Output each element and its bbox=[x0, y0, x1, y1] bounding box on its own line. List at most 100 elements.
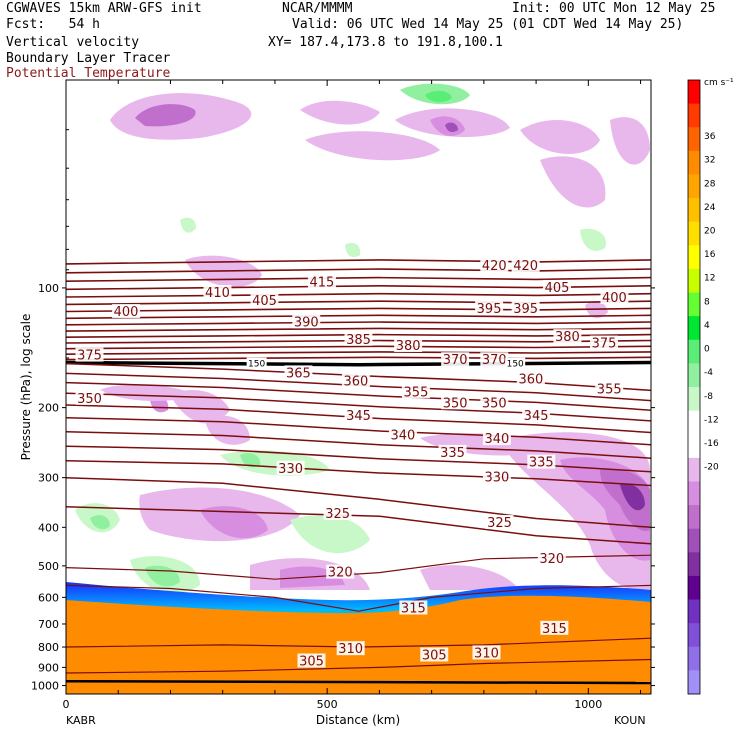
label-background bbox=[595, 381, 624, 396]
label-background bbox=[505, 357, 526, 369]
label-background bbox=[482, 431, 511, 446]
theta-contour bbox=[66, 276, 651, 282]
colorbar-swatch bbox=[688, 552, 700, 577]
colorbar-label: -12 bbox=[704, 415, 719, 425]
theta-contour bbox=[66, 300, 651, 306]
label-background bbox=[344, 408, 373, 423]
label-background bbox=[399, 600, 428, 615]
label-background bbox=[522, 408, 551, 423]
theta-contour bbox=[66, 392, 651, 422]
theta-label: 385 bbox=[346, 333, 371, 348]
label-background bbox=[511, 301, 540, 316]
field-name-1: Vertical velocity bbox=[6, 35, 140, 50]
y-tick-label: 600 bbox=[38, 591, 59, 604]
colorbar-swatch bbox=[688, 268, 700, 294]
theta-contour bbox=[66, 445, 651, 473]
label-background bbox=[401, 384, 430, 399]
potential-temperature-labels: 420 420 415 410 405 405 400 400 395 395 390 385 380 3… bbox=[75, 257, 629, 670]
colorbar-swatch bbox=[688, 434, 700, 459]
endpoint-right-label: KOUN bbox=[614, 714, 646, 727]
label-background bbox=[475, 301, 504, 316]
colorbar-swatch bbox=[688, 80, 700, 105]
theta-contour bbox=[66, 372, 651, 402]
label-background bbox=[472, 645, 501, 660]
colorbar-label: 4 bbox=[704, 321, 710, 331]
theta-label: 420 bbox=[513, 259, 538, 274]
label-background bbox=[542, 279, 571, 294]
theta-label: 415 bbox=[310, 276, 335, 291]
label-background bbox=[307, 274, 336, 289]
colorbar-swatch bbox=[688, 646, 700, 671]
theta-contour bbox=[66, 381, 651, 411]
theta-label: 410 bbox=[205, 286, 230, 301]
label-background bbox=[480, 352, 509, 367]
label-background bbox=[540, 620, 569, 635]
theta-label: 310 bbox=[338, 642, 363, 657]
theta-contour bbox=[66, 505, 651, 545]
theta-contour bbox=[66, 292, 651, 298]
init-time: Init: 00 UTC Mon 12 May 25 bbox=[512, 1, 716, 16]
colorbar-label: 0 bbox=[704, 345, 710, 355]
colorbar-label: 16 bbox=[704, 250, 716, 260]
label-background bbox=[480, 395, 509, 410]
organization: NCAR/MMMM bbox=[282, 1, 353, 16]
colorbar-swatch bbox=[688, 528, 700, 553]
theta-contour bbox=[66, 356, 651, 361]
label-background bbox=[284, 365, 313, 380]
theta-label: 365 bbox=[286, 366, 311, 381]
label-background bbox=[589, 335, 618, 350]
x-axis-ticks: 0 500 1000 bbox=[63, 80, 642, 711]
colorbar-swatch bbox=[688, 363, 700, 388]
label-background bbox=[336, 641, 365, 656]
theta-contour bbox=[66, 431, 651, 459]
theta-label: 395 bbox=[477, 302, 502, 317]
label-background bbox=[511, 257, 540, 272]
theta-label: 320 bbox=[328, 566, 353, 581]
colorbar-label: -4 bbox=[704, 368, 713, 378]
theta-label: 390 bbox=[294, 315, 319, 330]
theta-contour bbox=[66, 459, 651, 487]
x-tick-label: 1000 bbox=[574, 698, 602, 711]
model-title: CGWAVES 15km ARW-GFS init bbox=[6, 1, 202, 16]
theta-contour bbox=[66, 658, 651, 674]
label-background bbox=[516, 371, 545, 386]
label-background bbox=[341, 373, 370, 388]
valid-time: Valid: 06 UTC Wed 14 May 25 (01 CDT Wed … bbox=[292, 17, 684, 32]
label-background bbox=[482, 469, 511, 484]
plot-frame bbox=[65, 79, 652, 695]
colorbar-swatch bbox=[688, 670, 700, 695]
colorbar-label: 32 bbox=[704, 156, 715, 166]
theta-label: 325 bbox=[487, 516, 512, 531]
theta-label: 315 bbox=[542, 622, 567, 637]
label-background bbox=[246, 357, 267, 369]
theta-label: 305 bbox=[299, 655, 324, 670]
label-background bbox=[112, 304, 141, 319]
theta-contour bbox=[66, 362, 651, 392]
label-background bbox=[326, 564, 355, 579]
colorbar-label: 12 bbox=[704, 274, 715, 284]
label-background bbox=[537, 550, 566, 565]
colorbar-swatch bbox=[688, 103, 700, 128]
theta-contour bbox=[66, 360, 651, 367]
cross-section-endpoints: XY= 187.4,173.8 to 191.8,100.1 bbox=[268, 35, 503, 50]
tropopause-label: 150 bbox=[248, 360, 265, 370]
y-tick-label: 800 bbox=[38, 641, 59, 654]
field-name-2: Boundary Layer Tracer bbox=[6, 51, 171, 66]
theta-contour bbox=[66, 476, 651, 529]
label-background bbox=[250, 293, 279, 308]
theta-label: 335 bbox=[529, 456, 554, 471]
colorbar-swatch bbox=[688, 505, 700, 530]
colorbar-swatch bbox=[688, 457, 700, 482]
theta-label: 370 bbox=[443, 353, 468, 368]
colorbar-swatch bbox=[688, 410, 700, 435]
theta-label: 355 bbox=[404, 385, 429, 400]
theta-contour bbox=[66, 345, 651, 350]
tropopause-label: 150 bbox=[507, 360, 524, 370]
y-axis-ticks: 100 200 300 400 500 600 700 800 900 1000 bbox=[31, 129, 655, 693]
theta-contour bbox=[66, 416, 651, 446]
theta-label: 330 bbox=[485, 471, 510, 486]
theta-contour bbox=[66, 284, 651, 291]
y-axis-title: Pressure (hPa), log scale bbox=[19, 314, 33, 461]
colorbar-swatch bbox=[688, 387, 700, 412]
